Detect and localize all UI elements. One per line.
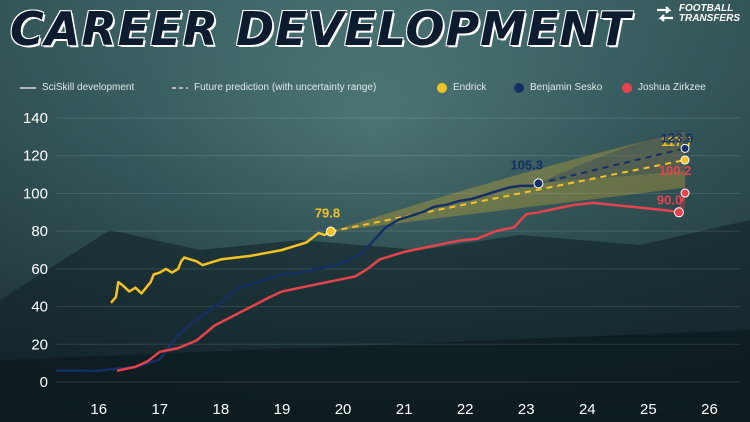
x-tick-label: 21 <box>396 401 413 418</box>
y-tick-label: 20 <box>31 336 48 353</box>
prediction-value-label: 123.9 <box>661 130 694 145</box>
legend-item-prediction: Future prediction (with uncertainty rang… <box>172 82 376 93</box>
legend-dashed-line-icon <box>172 86 188 89</box>
logo-line-1: FOOTBALL <box>678 3 734 14</box>
series-line <box>116 201 680 372</box>
chart-legend: SciSkill development Future prediction (… <box>0 82 750 98</box>
y-tick-label: 80 <box>31 223 48 240</box>
x-tick-label: 25 <box>640 401 657 418</box>
current-value-label: 90.0 <box>657 192 682 207</box>
legend-label-development: SciSkill development <box>42 82 135 93</box>
y-tick-label: 0 <box>40 374 48 391</box>
prediction-marker <box>680 155 690 165</box>
x-tick-label: 26 <box>701 401 718 418</box>
logo-line-2: TRANSFERS <box>678 13 740 24</box>
y-tick-label: 140 <box>23 110 48 127</box>
current-value-marker <box>533 178 544 189</box>
y-tick-label: 120 <box>23 148 48 165</box>
prediction-marker <box>680 188 690 198</box>
x-tick-label: 24 <box>579 401 596 418</box>
legend-item-endrick: Endrick <box>437 82 486 93</box>
brand-logo: FOOTBALL TRANSFERS <box>655 4 740 24</box>
x-tick-label: 22 <box>457 401 474 418</box>
series-line <box>56 182 539 372</box>
legend-dot-icon <box>622 82 632 93</box>
current-value-marker <box>673 207 684 218</box>
legend-label-endrick: Endrick <box>453 82 487 93</box>
x-tick-label: 18 <box>213 401 230 418</box>
x-tick-label: 16 <box>90 401 107 418</box>
legend-label-prediction: Future prediction (with uncertainty rang… <box>194 82 377 93</box>
legend-item-zirkzee: Joshua Zirkzee <box>622 82 706 93</box>
x-tick-label: 20 <box>335 401 352 418</box>
legend-solid-line-icon <box>20 86 36 89</box>
current-value-label: 79.8 <box>315 206 340 221</box>
y-tick-label: 40 <box>31 299 48 316</box>
transfer-arrows-icon <box>656 6 673 22</box>
prediction-line <box>538 147 686 185</box>
prediction-marker <box>680 143 690 153</box>
legend-dot-icon <box>437 82 447 93</box>
legend-item-sesko: Benjamin Sesko <box>514 82 602 93</box>
y-tick-label: 100 <box>23 185 48 202</box>
y-tick-label: 60 <box>31 261 48 278</box>
legend-label-sesko: Benjamin Sesko <box>530 82 603 93</box>
legend-item-development: SciSkill development <box>20 82 134 93</box>
prediction-value-label: 100.2 <box>659 163 692 178</box>
x-tick-label: 23 <box>518 401 535 418</box>
x-tick-label: 19 <box>274 401 291 418</box>
uncertainty-band <box>330 131 686 232</box>
x-tick-label: 17 <box>151 401 168 418</box>
page-title: CAREER DEVELOPMENT <box>10 2 632 56</box>
uncertainty-band <box>538 129 686 184</box>
current-value-marker <box>325 226 336 237</box>
legend-dot-icon <box>514 82 524 93</box>
series-line <box>110 230 332 304</box>
current-value-label: 105.3 <box>510 157 543 172</box>
legend-label-zirkzee: Joshua Zirkzee <box>638 82 706 93</box>
prediction-line <box>330 159 686 233</box>
